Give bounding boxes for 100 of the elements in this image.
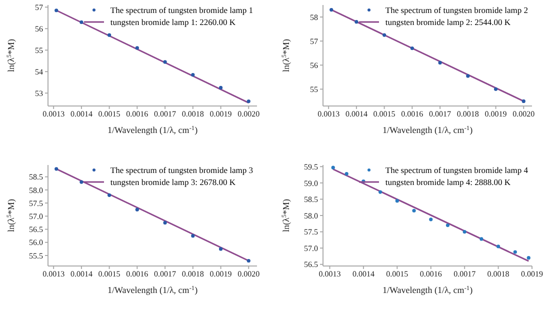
- y-tick-label: 59.5: [304, 162, 318, 172]
- x-tick-label: 0.0018: [456, 110, 479, 119]
- point: [496, 244, 500, 248]
- point: [466, 74, 470, 78]
- x-tick-label: 0.0016: [126, 110, 148, 119]
- point: [354, 20, 358, 24]
- point: [494, 87, 498, 91]
- y-tick-label: 59.0: [304, 178, 318, 188]
- point: [218, 86, 223, 90]
- point: [135, 208, 139, 212]
- y-tick-label: 55: [35, 46, 43, 55]
- y-tick-label: 57.5: [29, 198, 43, 208]
- legend-label: tungsten bromide lamp 2: 2544.00 K: [385, 16, 511, 28]
- x-tick-label: 0.0018: [182, 110, 204, 119]
- y-tick-label: 56.5: [304, 260, 318, 270]
- y-tick-label: 53: [35, 88, 43, 98]
- x-tick-label: 0.0019: [210, 110, 232, 119]
- x-tick-label: 0.0015: [98, 270, 120, 279]
- x-tick-label: 0.0020: [512, 110, 535, 119]
- point: [382, 33, 386, 37]
- x-tick-label: 0.0016: [126, 270, 148, 279]
- legend-label: tungsten bromide lamp 4: 2888.00 K: [385, 176, 511, 188]
- y-tick-label: 57.5: [304, 228, 318, 237]
- point: [446, 223, 450, 228]
- y-tick-label: 56: [310, 60, 318, 70]
- x-axis-title: 1/Wavelength (1/λ, cm$^{-1}$): [382, 284, 473, 295]
- point: [378, 190, 382, 194]
- x-tick-label: 0.0013: [318, 270, 341, 279]
- legend-label: tungsten bromide lamp 3: 2678.00 K: [110, 176, 236, 188]
- y-tick-label: 56.0: [29, 238, 43, 248]
- x-tick-label: 0.0017: [154, 270, 176, 279]
- x-tick-label: 0.0019: [484, 110, 507, 119]
- y-tick-label: 58.5: [29, 172, 43, 182]
- x-tick-label: 0.0018: [182, 270, 204, 279]
- point: [522, 99, 526, 103]
- y-tick-label: 57.0: [29, 212, 43, 221]
- point: [438, 60, 442, 65]
- x-axis-title: 1/Wavelength (1/λ, cm$^{-1}$): [382, 124, 473, 135]
- x-tick-label: 0.0014: [345, 110, 368, 119]
- x-tick-label: 0.0015: [98, 110, 120, 119]
- y-tick-label: 54: [35, 67, 43, 76]
- point: [410, 46, 414, 50]
- point: [54, 8, 58, 12]
- x-tick-label: 0.0017: [154, 110, 176, 119]
- point: [80, 180, 84, 184]
- y-tick-label: 58.5: [304, 195, 318, 204]
- x-tick-label: 0.0013: [42, 110, 65, 119]
- x-tick-label: 0.0015: [386, 270, 408, 279]
- x-tick-label: 0.0016: [420, 270, 442, 279]
- x-tick-label: 0.0018: [487, 270, 510, 279]
- x-tick-label: 0.0014: [352, 270, 374, 279]
- point: [218, 247, 223, 251]
- x-tick-label: 0.0019: [521, 270, 543, 279]
- point: [526, 256, 530, 260]
- x-tick-label: 0.0020: [238, 110, 260, 119]
- legend-label: tungsten bromide lamp 1: 2260.00 K: [110, 16, 236, 28]
- y-tick-label: 58.0: [304, 211, 318, 220]
- point: [344, 172, 348, 176]
- point: [412, 208, 416, 212]
- x-tick-label: 0.0014: [70, 270, 92, 279]
- y-tick-label: 56.5: [29, 225, 43, 234]
- y-tick-label: 58.0: [29, 186, 43, 195]
- y-tick-label: 55: [310, 85, 318, 94]
- point: [246, 99, 250, 104]
- point: [191, 73, 195, 77]
- x-tick-label: 0.0014: [70, 110, 92, 119]
- legend-label: The spectrum of tungsten bromide lamp 2: [385, 4, 528, 16]
- x-axis-title: 1/Wavelength (1/λ, cm$^{-1}$): [107, 124, 198, 135]
- y-tick-label: 56: [35, 24, 43, 34]
- x-tick-label: 0.0013: [318, 110, 340, 119]
- point: [331, 166, 335, 170]
- legend-label: The spectrum of tungsten bromide lamp 4: [385, 164, 528, 176]
- point: [163, 220, 167, 225]
- y-tick-label: 57.0: [304, 244, 318, 253]
- y-tick-label: 58: [310, 12, 318, 22]
- y-tick-label: 55.5: [29, 251, 43, 260]
- point: [80, 20, 84, 24]
- point: [135, 46, 139, 50]
- point: [330, 8, 334, 12]
- legend-label: The spectrum of tungsten bromide lamp 1: [110, 4, 253, 16]
- point: [429, 218, 433, 222]
- point: [108, 33, 112, 37]
- point: [108, 193, 112, 197]
- x-tick-label: 0.0017: [454, 270, 476, 279]
- point: [54, 167, 58, 171]
- legend-label: The spectrum of tungsten bromide lamp 3: [110, 164, 253, 176]
- point: [513, 250, 517, 254]
- x-tick-label: 0.0019: [210, 270, 232, 279]
- y-tick-label: 57: [35, 2, 43, 12]
- x-tick-label: 0.0017: [429, 110, 452, 119]
- x-axis-title: 1/Wavelength (1/λ, cm$^{-1}$): [107, 284, 198, 295]
- y-tick-label: 57: [310, 36, 318, 46]
- x-tick-label: 0.0015: [373, 110, 396, 119]
- x-tick-label: 0.0020: [238, 270, 260, 279]
- point: [395, 199, 399, 203]
- x-tick-label: 0.0016: [401, 110, 424, 119]
- point: [480, 237, 484, 241]
- point: [462, 230, 466, 234]
- point: [246, 258, 250, 263]
- point: [191, 234, 195, 238]
